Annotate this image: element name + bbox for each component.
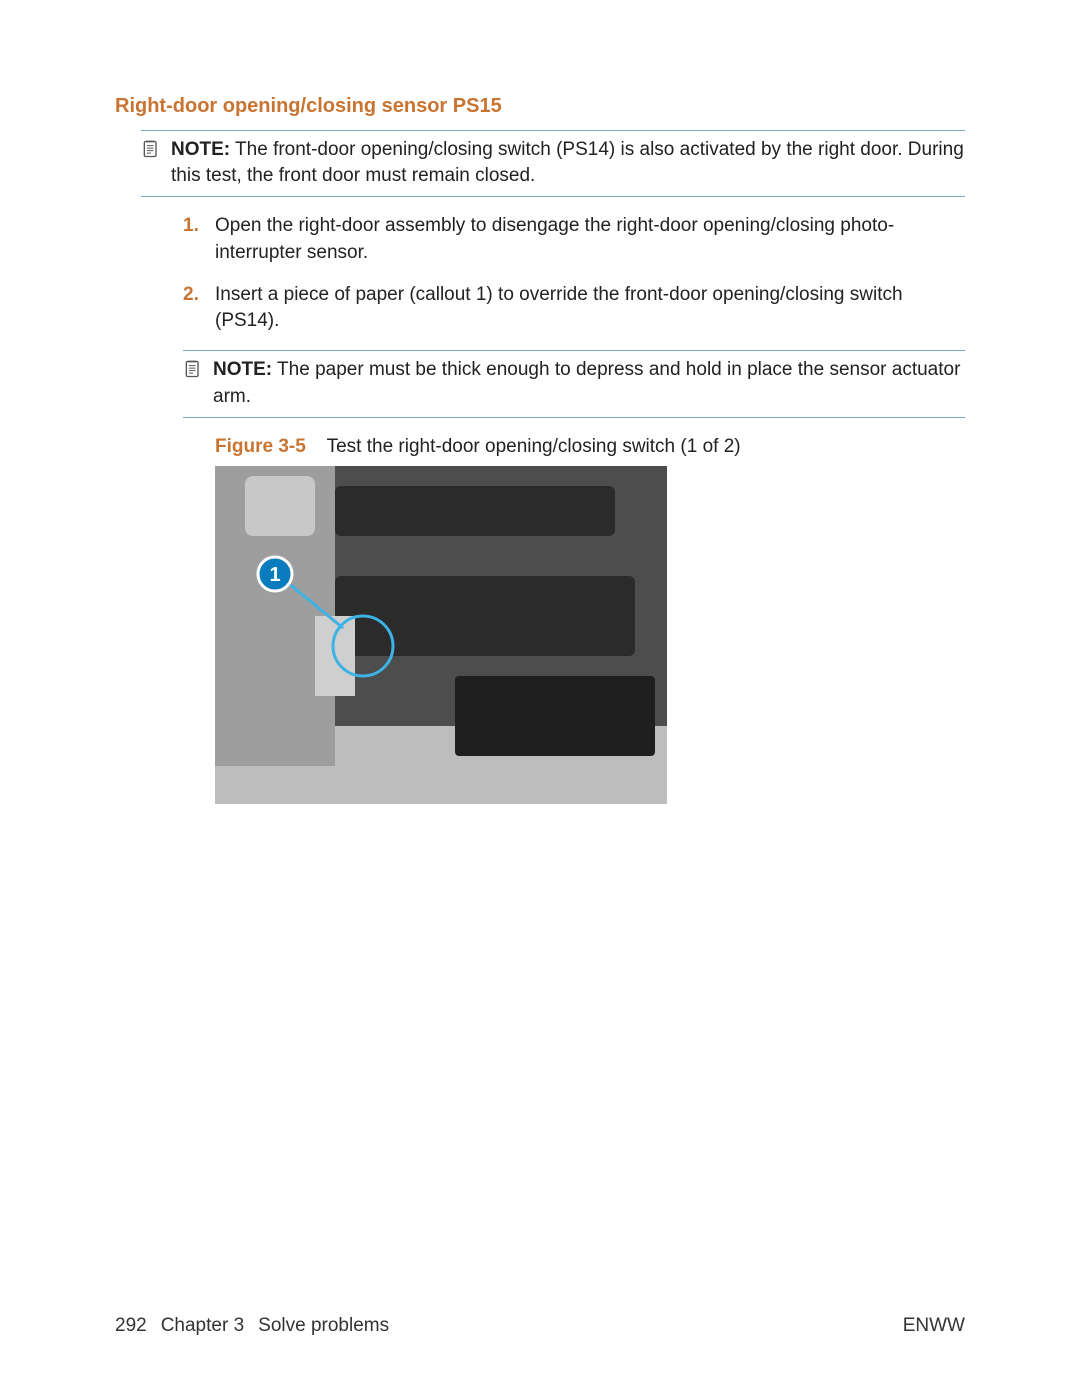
note-label: NOTE: bbox=[213, 359, 272, 380]
step-item: 1. Open the right-door assembly to disen… bbox=[183, 213, 965, 265]
note-body: NOTE: The front-door opening/closing swi… bbox=[171, 137, 965, 189]
step-list: 1. Open the right-door assembly to disen… bbox=[183, 213, 965, 334]
locale-label: ENWW bbox=[903, 1315, 965, 1337]
note-block: NOTE: The front-door opening/closing swi… bbox=[141, 130, 965, 197]
page: Right-door opening/closing sensor PS15 N… bbox=[0, 0, 1080, 1397]
figure-block: Figure 3-5 Test the right-door opening/c… bbox=[215, 434, 965, 804]
figure-label: Figure 3-5 bbox=[215, 436, 306, 457]
note-block-nested: NOTE: The paper must be thick enough to … bbox=[183, 350, 965, 417]
note-icon bbox=[141, 139, 163, 164]
note-label: NOTE: bbox=[171, 139, 230, 160]
note-text: The front-door opening/closing switch (P… bbox=[171, 139, 964, 186]
note-text: The paper must be thick enough to depres… bbox=[213, 359, 960, 406]
figure-image: 1 bbox=[215, 466, 667, 804]
step-text: Insert a piece of paper (callout 1) to o… bbox=[215, 284, 903, 331]
section-heading: Right-door opening/closing sensor PS15 bbox=[115, 95, 965, 118]
chapter-label: Chapter 3 bbox=[161, 1315, 244, 1337]
page-footer: 292 Chapter 3 Solve problems ENWW bbox=[115, 1315, 965, 1337]
callout-number: 1 bbox=[269, 564, 280, 586]
step-text: Open the right-door assembly to disengag… bbox=[215, 215, 894, 262]
page-number: 292 bbox=[115, 1315, 147, 1337]
figure-caption: Figure 3-5 Test the right-door opening/c… bbox=[215, 434, 965, 460]
step-item: 2. Insert a piece of paper (callout 1) t… bbox=[183, 282, 965, 334]
note-icon bbox=[183, 359, 205, 384]
note-body: NOTE: The paper must be thick enough to … bbox=[213, 357, 965, 409]
figure-caption-text: Test the right-door opening/closing swit… bbox=[327, 436, 741, 457]
chapter-title: Solve problems bbox=[258, 1315, 389, 1337]
step-number: 1. bbox=[183, 213, 199, 239]
step-number: 2. bbox=[183, 282, 199, 308]
